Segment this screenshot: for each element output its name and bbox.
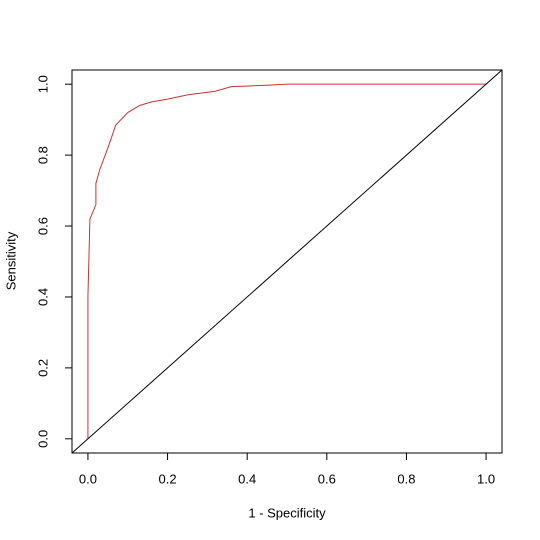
y-axis-label: Sensitivity — [3, 231, 18, 290]
series-line — [87, 83, 487, 439]
y-tick-label: 0.4 — [35, 288, 50, 306]
y-tick-label: 0.8 — [35, 146, 50, 164]
x-axis-label: 1 - Specificity — [248, 505, 326, 520]
x-tick-label: 0.0 — [79, 471, 97, 486]
y-tick-label: 1.0 — [35, 75, 50, 93]
y-tick-label: 0.6 — [35, 217, 50, 235]
x-tick-label: 1.0 — [477, 471, 495, 486]
x-tick-label: 0.4 — [238, 471, 256, 486]
x-tick-label: 0.8 — [397, 471, 415, 486]
y-tick-label: 0.2 — [35, 359, 50, 377]
series-line — [71, 69, 503, 454]
y-tick-label: 0.0 — [35, 430, 50, 448]
x-tick-label: 0.6 — [318, 471, 336, 486]
x-tick-label: 0.2 — [159, 471, 177, 486]
